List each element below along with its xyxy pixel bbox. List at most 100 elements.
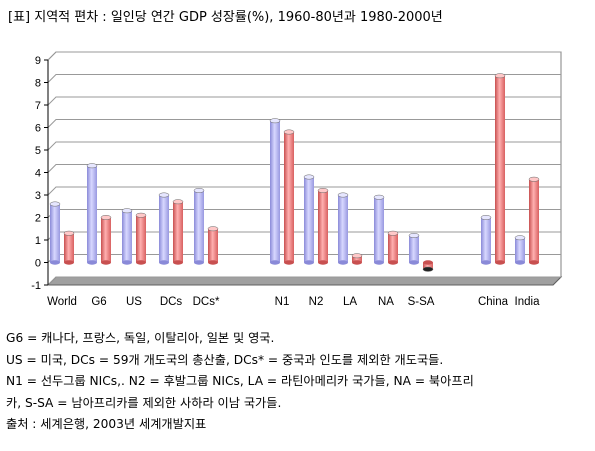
bar-dcs-series-1 (159, 195, 169, 263)
y-axis: -1 0 1 2 3 4 5 6 7 8 9 (31, 55, 49, 292)
bar-cap-us-series-2 (135, 212, 147, 218)
x-tick-label: N2 (309, 296, 324, 308)
bar-base (284, 260, 294, 265)
note-line: G6 = 캐나다, 프랑스, 독일, 이탈리아, 일본 및 영국. (6, 331, 275, 345)
x-tick-label: G6 (91, 296, 106, 308)
y-tick-label: 0 (35, 258, 41, 270)
y-tick-label: 3 (35, 190, 41, 202)
bar-n2-series-2 (318, 190, 328, 263)
bar-s-sa-series-2 (423, 262, 433, 270)
bar-base (338, 260, 348, 265)
bar-base (423, 260, 433, 265)
x-tick-label: World (47, 296, 77, 308)
bar-cap-na-series-2 (387, 230, 399, 236)
bar-cap-dcs-series-1 (158, 192, 170, 198)
bar-base (270, 260, 280, 265)
gridline (47, 186, 561, 196)
y-tick-label: 2 (35, 213, 41, 225)
bar-base (208, 260, 218, 265)
bar-cap-la-series-1 (337, 192, 349, 198)
bar-cap-dcs-series-2 (172, 199, 184, 205)
bar-base (159, 260, 169, 265)
bar-chart: -1 0 1 2 3 4 5 6 7 8 9 World G6 US DCs DCs* N1 N2 LA NA S-S… (31, 51, 563, 308)
bar-cap-g6-series-1 (86, 163, 98, 169)
bars (49, 73, 540, 272)
bar-g6-series-1 (87, 165, 97, 263)
bar-cap-na-series-1 (373, 194, 385, 200)
gridline (47, 164, 561, 173)
bar-base (374, 260, 384, 265)
bar-la-series-1 (338, 195, 348, 263)
x-tick-label: NA (378, 296, 394, 308)
bar-base (388, 260, 398, 265)
note-line: US = 미국, DCs = 59개 개도국의 총산출, DCs* = 중국과 … (6, 352, 444, 367)
gridlines (47, 51, 561, 286)
gridline (47, 276, 561, 286)
bar-china-series-2 (495, 75, 505, 263)
bar-cap-india-series-1 (514, 235, 526, 241)
chart-title: [표] 지역적 편차 : 일인당 연간 GDP 성장률(%), 1960-80년… (8, 10, 443, 25)
bar-base (136, 260, 146, 265)
bar-us-series-2 (136, 215, 146, 263)
y-tick-label: -1 (31, 280, 41, 292)
bar-na-series-1 (374, 197, 384, 263)
bar-cap-la-series-2 (351, 253, 363, 259)
gridline (47, 141, 561, 151)
note-line: N1 = 선두그룹 NICs,. N2 = 후발그룹 NICs, LA = 라틴… (6, 374, 474, 388)
bar-base (101, 260, 111, 265)
bar-cap-n1-series-1 (269, 118, 281, 124)
bar-base (304, 260, 314, 265)
bar-base (409, 260, 419, 265)
x-tick-label: LA (343, 296, 357, 308)
gridline (47, 119, 561, 128)
y-tick-label: 9 (35, 55, 41, 67)
bar-s-sa-series-1 (409, 235, 419, 263)
bar-cap-us-series-1 (121, 208, 133, 214)
note-line: 카, S-SA = 남아프리카를 제외한 사하라 이남 국가들. (6, 395, 282, 410)
x-tick-label: China (478, 296, 509, 308)
bar-cap-n2-series-2 (317, 188, 329, 193)
y-tick-label: 7 (35, 100, 41, 112)
bar-cap-world-series-1 (49, 201, 61, 207)
bar-cap-s-sa-series-1 (408, 233, 420, 238)
y-tick-label: 4 (35, 168, 41, 180)
bar-cap-n2-series-1 (303, 174, 315, 180)
bar-cap-g6-series-2 (100, 215, 112, 220)
bar-dcs--series-1 (194, 190, 204, 263)
x-tick-label: DCs (160, 296, 183, 308)
y-tick-label: 1 (35, 235, 41, 247)
bar-cap-dcs--series-1 (193, 188, 205, 193)
x-tick-label: India (515, 296, 541, 308)
bar-base (87, 260, 97, 265)
bar-base (173, 260, 183, 265)
bar-china-series-1 (481, 217, 491, 263)
bar-n1-series-1 (270, 120, 280, 263)
bar-base (481, 260, 491, 265)
bar-dcs--series-2 (208, 228, 218, 263)
gridline (47, 74, 561, 83)
bar-base (515, 260, 525, 265)
bar-n2-series-1 (304, 177, 314, 263)
x-tick-label: US (126, 296, 142, 308)
bar-base (122, 260, 132, 265)
gridline (47, 51, 561, 61)
y-tick-label: 6 (35, 123, 41, 135)
bar-la-series-2 (352, 255, 362, 263)
bar-world-series-1 (50, 204, 60, 263)
plot-floor (46, 276, 563, 286)
bar-india-series-1 (515, 237, 525, 263)
y-tick-label: 8 (35, 78, 41, 90)
bar-base (194, 260, 204, 265)
x-tick-label: DCs* (193, 296, 220, 308)
bar-cap-china-series-2 (494, 73, 506, 79)
bar-base (64, 260, 74, 265)
bar-india-series-2 (529, 179, 539, 263)
bar-cap-dcs--series-2 (207, 226, 219, 232)
bar-dcs-series-2 (173, 201, 183, 263)
notes: G6 = 캐나다, 프랑스, 독일, 이탈리아, 일본 및 영국. US = 미… (6, 328, 474, 436)
bar-base (352, 260, 362, 265)
bar-cap-s-sa-series-2 (422, 266, 434, 272)
bar-world-series-2 (64, 233, 74, 263)
bar-cap-china-series-1 (480, 215, 492, 220)
bar-us-series-1 (122, 210, 132, 263)
